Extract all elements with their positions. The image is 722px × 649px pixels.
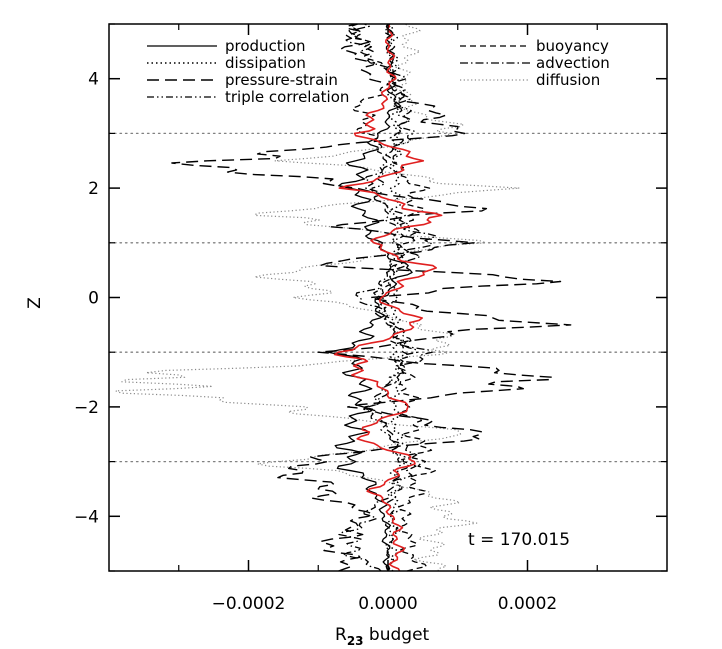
series-layer (115, 23, 572, 572)
axis-ticks: −4 −2 0 2 4 −0.0002 0.0000 0.0002 (74, 23, 667, 614)
y-tick-label: −4 (74, 507, 99, 527)
series-dissipation-line (385, 23, 406, 572)
legend-label-triple-correlation: triple correlation (225, 88, 349, 106)
x-tick-label: −0.0002 (212, 594, 286, 614)
series-triple-correlation-line (366, 23, 419, 572)
y-axis-label: Z (25, 297, 45, 309)
legend-label-pressure-strain: pressure-strain (225, 71, 338, 89)
y-tick-label: 2 (88, 179, 99, 199)
legend-label-production: production (225, 37, 306, 55)
legend-label-diffusion: diffusion (536, 71, 600, 89)
legend: productiondissipationpressure-straintrip… (147, 37, 610, 106)
time-annotation: t = 170.015 (468, 530, 570, 550)
x-axis-label-main: R (335, 625, 347, 645)
legend-label-buoyancy: buoyancy (536, 37, 609, 55)
series-solid-red-line (333, 23, 443, 572)
y-tick-label: 0 (88, 289, 99, 309)
y-tick-label: 4 (88, 70, 99, 90)
series-advection-line (338, 23, 437, 572)
x-tick-label: 0.0002 (498, 594, 557, 614)
reference-lines (108, 132, 668, 463)
x-axis-label-subscript: 23 (347, 634, 364, 648)
y-tick-label: −2 (74, 398, 99, 418)
series-buoyancy-line (345, 23, 436, 572)
legend-label-advection: advection (536, 54, 610, 72)
x-axis-label-suffix: budget (364, 625, 430, 645)
x-tick-label: 0.0000 (358, 594, 417, 614)
legend-label-dissipation: dissipation (225, 54, 306, 72)
x-axis-label: R23 budget (335, 625, 430, 648)
